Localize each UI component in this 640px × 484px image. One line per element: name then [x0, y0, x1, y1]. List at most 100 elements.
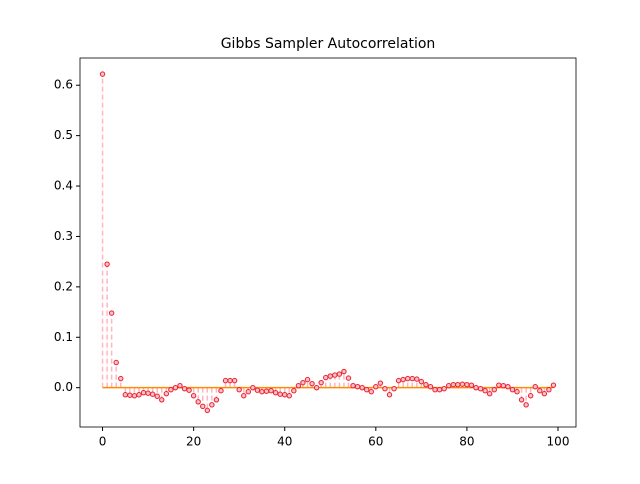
marker	[149, 391, 156, 397]
marker	[532, 383, 538, 390]
marker	[172, 384, 179, 391]
y-tick-label: 0.1	[54, 330, 73, 344]
marker	[140, 390, 147, 396]
marker	[541, 391, 548, 397]
marker	[418, 378, 425, 385]
marker	[254, 387, 261, 393]
marker	[509, 386, 516, 393]
marker	[282, 392, 288, 398]
marker	[432, 386, 438, 393]
x-tick-label: 100	[547, 435, 570, 449]
marker	[200, 403, 206, 410]
plot-frame	[79, 57, 577, 428]
marker	[486, 391, 493, 397]
marker	[236, 386, 242, 393]
x-tick-label: 20	[186, 435, 201, 449]
marker	[354, 383, 361, 390]
marker	[263, 388, 270, 394]
marker	[168, 386, 174, 393]
y-tick-label: 0.6	[54, 78, 73, 92]
marker	[436, 386, 443, 393]
marker	[227, 377, 233, 384]
marker	[473, 384, 479, 391]
marker	[327, 373, 333, 379]
marker	[341, 368, 347, 375]
marker	[209, 402, 215, 408]
marker	[241, 393, 247, 399]
marker	[286, 393, 292, 399]
y-tick-label: 0.2	[54, 279, 73, 293]
marker	[414, 376, 420, 382]
marker	[291, 388, 297, 394]
marker	[300, 379, 306, 386]
marker	[482, 388, 488, 394]
marker	[455, 381, 461, 388]
marker	[268, 388, 274, 394]
marker	[259, 389, 265, 395]
marker	[514, 389, 520, 395]
x-tick-label: 60	[368, 435, 383, 449]
marker	[373, 383, 379, 390]
marker	[154, 393, 160, 399]
marker	[546, 386, 552, 393]
marker	[323, 374, 329, 381]
marker	[441, 385, 447, 392]
marker	[391, 385, 397, 392]
marker	[222, 377, 229, 384]
marker	[427, 383, 434, 390]
marker	[145, 390, 151, 396]
marker	[309, 380, 315, 387]
marker	[368, 389, 374, 395]
marker	[304, 376, 311, 383]
marker	[113, 359, 119, 366]
marker	[190, 393, 197, 399]
marker	[491, 386, 497, 393]
marker	[537, 388, 543, 394]
marker	[386, 392, 393, 398]
marker	[295, 382, 302, 389]
y-tick-label: 0.0	[54, 380, 73, 394]
marker	[99, 71, 106, 77]
marker	[277, 391, 283, 397]
marker	[122, 392, 129, 398]
marker	[345, 375, 352, 381]
marker	[231, 377, 238, 384]
marker	[468, 382, 475, 388]
marker	[409, 375, 415, 382]
marker	[159, 397, 165, 403]
marker	[477, 385, 484, 392]
marker	[108, 310, 115, 316]
marker	[186, 387, 192, 393]
y-tick-label: 0.4	[54, 179, 73, 193]
marker	[245, 389, 251, 395]
marker	[364, 386, 370, 393]
marker	[104, 261, 110, 267]
marker	[336, 371, 343, 377]
marker	[318, 379, 324, 386]
marker	[136, 392, 142, 398]
marker	[131, 393, 138, 399]
x-tick-label: 80	[459, 435, 474, 449]
marker	[313, 384, 320, 391]
marker	[332, 372, 338, 378]
marker	[163, 391, 170, 397]
marker	[527, 393, 534, 399]
marker	[505, 383, 511, 390]
marker	[272, 390, 279, 396]
marker	[382, 385, 388, 392]
marker	[500, 382, 507, 389]
marker	[518, 397, 525, 403]
marker	[395, 377, 402, 384]
marker	[377, 380, 384, 386]
marker	[459, 381, 466, 387]
x-tick-label: 0	[99, 435, 107, 449]
marker	[195, 399, 201, 405]
marker	[218, 388, 224, 394]
marker	[445, 382, 452, 389]
marker	[350, 382, 356, 389]
marker	[181, 385, 188, 392]
marker	[464, 381, 470, 388]
marker	[250, 384, 256, 391]
